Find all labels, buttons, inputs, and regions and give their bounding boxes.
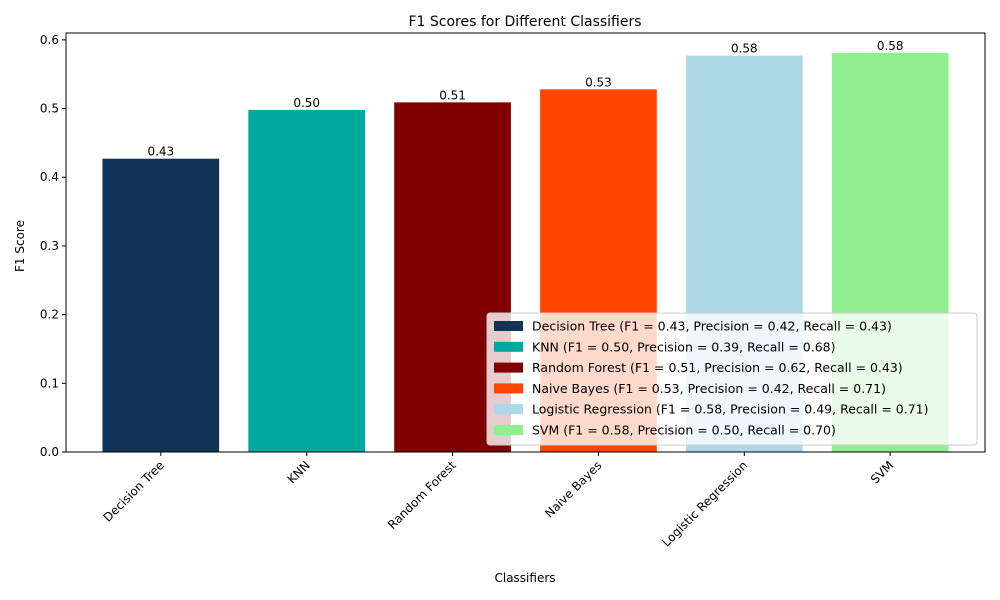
legend-entry: KNN (F1 = 0.50, Precision = 0.39, Recall…	[532, 339, 836, 354]
y-tick-label: 0.0	[40, 445, 59, 459]
legend-entry: Random Forest (F1 = 0.51, Precision = 0.…	[532, 360, 903, 375]
bar-value-label: 0.51	[439, 88, 466, 102]
y-axis-label: F1 Score	[13, 220, 27, 272]
chart-title: F1 Scores for Different Classifiers	[408, 14, 641, 30]
y-tick-label: 0.1	[40, 376, 59, 390]
bar	[102, 158, 220, 452]
y-tick-label: 0.5	[40, 102, 59, 116]
x-axis-label: Classifiers	[494, 571, 555, 585]
bar-value-label: 0.58	[877, 39, 904, 53]
bar	[248, 109, 366, 452]
legend-box	[486, 312, 978, 446]
legend-swatch	[494, 425, 523, 435]
legend: Decision Tree (F1 = 0.43, Precision = 0.…	[486, 312, 978, 446]
y-tick-label: 0.3	[40, 239, 59, 253]
legend-entry: Decision Tree (F1 = 0.43, Precision = 0.…	[532, 319, 892, 334]
bar-value-label: 0.53	[585, 75, 612, 89]
bar-value-label: 0.50	[293, 96, 320, 110]
bar-value-label: 0.58	[731, 42, 758, 56]
legend-entry: SVM (F1 = 0.58, Precision = 0.50, Recall…	[532, 423, 836, 438]
legend-swatch	[494, 362, 523, 373]
legend-swatch	[494, 321, 523, 331]
legend-entry: Logistic Regression (F1 = 0.58, Precisio…	[532, 402, 929, 417]
legend-entry: Naive Bayes (F1 = 0.53, Precision = 0.42…	[532, 381, 886, 396]
y-tick-label: 0.4	[40, 170, 59, 184]
value-labels-layer: 0.43 0.50 0.51 0.53 0.58 0.58	[147, 39, 903, 159]
plot-frame	[65, 32, 986, 453]
y-tick-label: 0.2	[40, 308, 59, 322]
legend-swatch	[494, 341, 523, 352]
legend-swatch	[494, 383, 523, 394]
legend-swatch	[494, 404, 523, 415]
y-tick-label: 0.6	[40, 33, 59, 47]
bar-value-label: 0.43	[147, 145, 174, 159]
